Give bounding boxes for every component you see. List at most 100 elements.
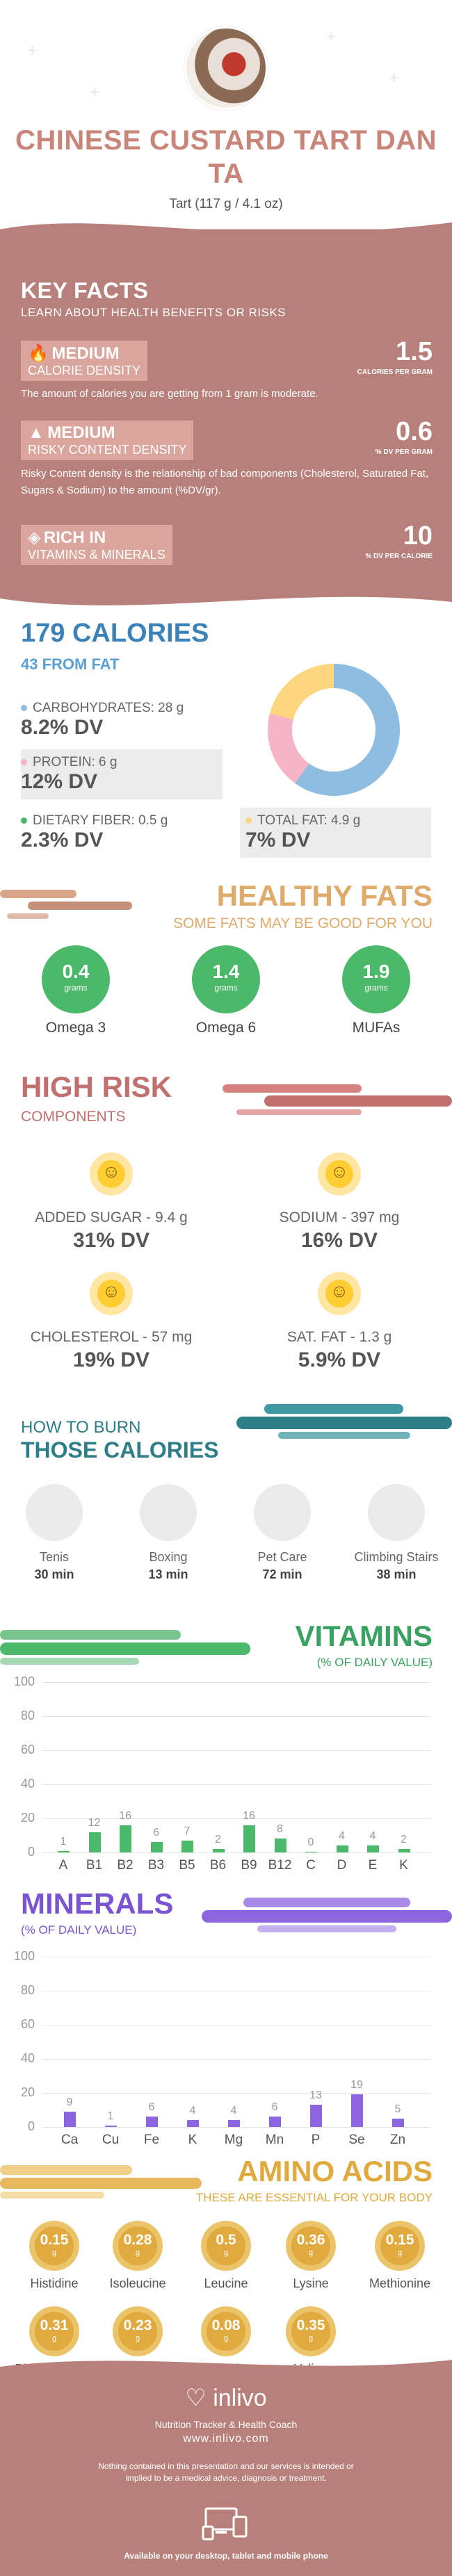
- vitamin-bar-d: [336, 1845, 348, 1852]
- smiley-icon: ☺: [318, 1152, 361, 1196]
- sat-fat-dv: 5.9% DV: [298, 1348, 381, 1371]
- amino-value: 0.15: [385, 2232, 414, 2248]
- mineral-x-label: K: [188, 2133, 197, 2147]
- vitamin-gridline: [42, 1852, 431, 1853]
- healthy-fats-section: HEALTHY FATS SOME FATS MAY BE GOOD FOR Y…: [0, 872, 452, 1053]
- amino-label: Lysine: [293, 2276, 329, 2290]
- vitamin-bar-value: 4: [369, 1830, 376, 1843]
- mineral-bar-cu: [105, 2125, 117, 2127]
- omega3-value: 0.4: [62, 961, 90, 982]
- key-facts-title: KEY FACTS: [21, 278, 149, 303]
- omega6-label: Omega 6: [195, 1020, 257, 1036]
- fiber-dv: 2.3% DV: [21, 829, 104, 851]
- carbs-label: CARBOHYDRATES: 28 g: [33, 701, 184, 715]
- plus-decoration: +: [90, 83, 99, 101]
- vitamin-x-label: B6: [209, 1858, 227, 1873]
- burn-calories-section: HOW TO BURN THOSE CALORIES Tenis 30 min …: [0, 1394, 452, 1609]
- mineral-bar-value: 19: [350, 2079, 363, 2092]
- amino-value: 0.31: [40, 2317, 69, 2333]
- risky-content-level: MEDIUM: [47, 423, 115, 442]
- amino-label: Leucine: [204, 2276, 248, 2290]
- amino-unit: g: [135, 2249, 140, 2257]
- omega3-unit: grams: [64, 983, 88, 993]
- mineral-y-tick: 40: [20, 2051, 35, 2065]
- fiber-label: DIETARY FIBER: 0.5 g: [33, 813, 168, 828]
- vitamin-bar-value: 8: [277, 1823, 283, 1836]
- smiley-icon: ☺: [90, 1272, 133, 1315]
- risky-content-unit: % DV PER GRAM: [375, 448, 433, 456]
- omega6-value: 1.4: [212, 961, 240, 982]
- amino-unit: g: [51, 2249, 57, 2257]
- vitamin-bar-value: 1: [60, 1835, 67, 1848]
- amino-bubble-lysine: 0.36 g: [286, 2221, 336, 2271]
- stripe-decoration: [0, 1630, 250, 1665]
- tennis-icon: [26, 1484, 83, 1541]
- minerals-subtitle: (% OF DAILY VALUE): [21, 1923, 137, 1937]
- mineral-x-label: Mg: [224, 2133, 243, 2147]
- brand-logo: ♡ inlivo: [0, 2384, 452, 2412]
- vitamin-bar-value: 16: [119, 1809, 131, 1822]
- carbs-dot: [21, 705, 27, 712]
- amino-bubble-tryptophan: 0.08 g: [201, 2306, 251, 2356]
- smiley-icon: ☺: [90, 1152, 133, 1196]
- vitamin-bar-k: [398, 1849, 410, 1852]
- stripe-decoration: [236, 1404, 452, 1439]
- key-facts-subtitle: LEARN ABOUT HEALTH BENEFITS OR RISKS: [21, 306, 286, 319]
- food-photo: [184, 26, 268, 110]
- tennis-time: 30 min: [34, 1567, 74, 1581]
- brand-tagline: Nutrition Tracker & Health Coach: [154, 2419, 298, 2430]
- vitamin-bar-b3: [150, 1842, 163, 1852]
- protein-dot: [21, 759, 27, 766]
- amino-label: Isoleucine: [109, 2276, 166, 2290]
- vitamin-bar-b9: [243, 1825, 255, 1852]
- minerals-bar-chart: 100 80 60 40 20 0 9 Ca 1 Cu 6 Fe 4 K 4 Mg 6 Mn 13 P 19 Se 5 Zn: [0, 1949, 452, 2186]
- mineral-bar-value: 4: [189, 2105, 196, 2117]
- vitamin-gridline: [42, 1682, 431, 1683]
- plus-decoration: +: [389, 70, 398, 87]
- flame-icon: 🔥: [28, 344, 49, 363]
- amino-unit: g: [308, 2249, 314, 2257]
- smiley-icon: ☺: [318, 1272, 361, 1315]
- mineral-bar-value: 9: [66, 2096, 73, 2108]
- amino-subtitle: THESE ARE ESSENTIAL FOR YOUR BODY: [195, 2191, 433, 2204]
- vitamin-y-tick: 0: [27, 1845, 35, 1859]
- risky-content-band: ▲ MEDIUM RISKY CONTENT DENSITY: [21, 421, 194, 460]
- fiber-stat: DIETARY FIBER: 0.5 g 2.3% DV: [21, 808, 223, 858]
- wave-divider: [0, 2360, 452, 2377]
- vitamin-bar-b12: [274, 1839, 286, 1852]
- amino-bubble-methionine: 0.15 g: [375, 2221, 425, 2271]
- mineral-bar-value: 5: [394, 2103, 401, 2115]
- mufa-value: 1.9: [362, 961, 390, 982]
- fiber-dot: [21, 817, 27, 824]
- carbs-stat: CARBOHYDRATES: 28 g 8.2% DV: [21, 695, 223, 745]
- mufa-unit: grams: [364, 983, 388, 993]
- amino-value: 0.28: [123, 2232, 152, 2248]
- mineral-bar-p: [310, 2105, 322, 2127]
- brand-url[interactable]: www.inlivo.com: [183, 2433, 269, 2445]
- vitamin-gridline: [42, 1750, 431, 1751]
- protein-dv: 12% DV: [21, 770, 98, 793]
- pet-care-time: 72 min: [262, 1567, 302, 1581]
- stripe-decoration: [223, 1084, 452, 1115]
- amino-unit: g: [223, 2249, 229, 2257]
- warning-icon: ▲: [28, 423, 45, 442]
- omega3-bubble: 0.4 grams: [42, 945, 110, 1013]
- added-sugar-dv: 31% DV: [72, 1229, 150, 1252]
- mineral-x-label: Ca: [60, 2133, 79, 2147]
- amino-unit: g: [135, 2334, 140, 2342]
- calorie-density-unit: CALORIES PER GRAM: [357, 368, 433, 376]
- amino-acids-section: AMINO ACIDS THESE ARE ESSENTIAL FOR YOUR…: [0, 2155, 452, 2376]
- calories-section: 179 CALORIES 43 FROM FAT CARBOHYDRATES: …: [0, 612, 452, 869]
- high-risk-subtitle: COMPONENTS: [21, 1109, 126, 1125]
- pet-care-label: Pet Care: [257, 1550, 307, 1564]
- amino-unit: g: [223, 2334, 229, 2342]
- vitamins-bar-chart: 100 80 60 40 20 0 1 A 12 B1 16 B2 6 B3 7 B5 2 B6 16 B9 8 B12 0…: [0, 1674, 452, 1911]
- vitamin-gridline: [42, 1818, 431, 1819]
- vitamin-x-label: D: [337, 1858, 347, 1873]
- calorie-density-level: MEDIUM: [51, 344, 120, 363]
- calorie-density-desc: The amount of calories you are getting f…: [21, 388, 318, 400]
- stripe-decoration: [0, 890, 132, 919]
- healthy-fats-subtitle: SOME FATS MAY BE GOOD FOR YOU: [172, 915, 433, 931]
- amino-title: AMINO ACIDS: [237, 2155, 433, 2187]
